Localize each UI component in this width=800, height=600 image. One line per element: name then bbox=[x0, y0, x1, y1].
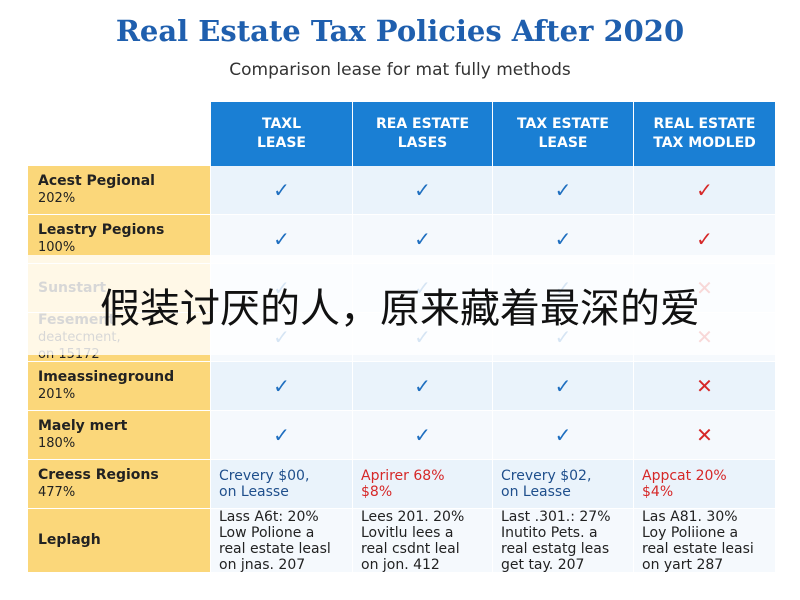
column-header: REA ESTATE LASES bbox=[352, 102, 492, 166]
cell-text: Maely mert bbox=[38, 418, 128, 434]
subtitle: Comparison lease for mat fully methods bbox=[229, 60, 571, 80]
cell-text: 202% bbox=[38, 191, 76, 206]
row-label: Creess Regions 477% bbox=[28, 460, 210, 509]
cell-text: Appcat 20% bbox=[642, 468, 727, 484]
cell: Crevery $02, on Leasse bbox=[492, 460, 633, 509]
cell-text: ✓ bbox=[273, 227, 290, 251]
cell-text: ✓ bbox=[554, 374, 572, 398]
cell-text: on yart 287 bbox=[642, 556, 724, 573]
cell-text: 477% bbox=[38, 485, 76, 500]
cell-text: ✓ bbox=[554, 227, 572, 251]
cell-text: on Leasse bbox=[501, 484, 571, 500]
cell-text: ✓ bbox=[273, 178, 290, 202]
cell-text: LEASE bbox=[257, 135, 306, 151]
cell-text: LASES bbox=[397, 135, 448, 151]
overlay-caption: 假装讨厌的人，原来藏着最深的爱 bbox=[0, 255, 800, 355]
column-header: REAL ESTATE TAX MODLED bbox=[633, 102, 775, 166]
cell-text: ✓ bbox=[696, 178, 713, 202]
cell-text: real csdnt leal bbox=[361, 540, 460, 557]
row-label: Leplagh bbox=[28, 509, 210, 573]
cell-text: real estate leasl bbox=[219, 540, 331, 557]
cell-text: Crevery $00, bbox=[219, 468, 310, 484]
column-header: TAXL LEASE bbox=[210, 102, 352, 166]
cell-text: Acest Pegional bbox=[38, 173, 155, 189]
cell: ✓ bbox=[210, 362, 352, 411]
cell-text: $8% bbox=[361, 484, 393, 500]
cell: ✓ bbox=[352, 411, 492, 460]
cell-text: on jnas. 207 bbox=[219, 556, 306, 573]
cell: Aprirer 68% $8% bbox=[352, 460, 492, 509]
cell-text: on jon. 412 bbox=[361, 556, 440, 573]
cell: Lass A6t: 20% Low Polione a real estate le… bbox=[210, 509, 352, 573]
cell-text: Lovitlu lees a bbox=[361, 524, 454, 541]
corner bbox=[28, 102, 210, 166]
cell-text: ✓ bbox=[554, 178, 572, 202]
row-label: Imeassineground 201% bbox=[28, 362, 210, 411]
cell-text: Las A81. 30% bbox=[642, 508, 738, 525]
cell-text: TAX MODLED bbox=[653, 135, 756, 151]
cell-text: Lass A6t: 20% bbox=[219, 508, 319, 525]
cell: ✓ bbox=[210, 166, 352, 215]
cell-text: Inutito Pets. a bbox=[501, 524, 598, 541]
cell-text: Imeassineground bbox=[38, 369, 175, 385]
cell: ✕ bbox=[633, 362, 775, 411]
cell: Appcat 20% $4% bbox=[633, 460, 775, 509]
cell: ✓ bbox=[352, 166, 492, 215]
cell-text: real estatg leas bbox=[501, 540, 610, 557]
cell-text: Lees 201. 20% bbox=[361, 508, 465, 525]
cell-text: ✓ bbox=[273, 423, 290, 447]
cell: ✓ bbox=[210, 411, 352, 460]
cell-text: ✓ bbox=[414, 227, 431, 251]
title: Real Estate Tax Policies After 2020 bbox=[115, 14, 685, 48]
cell: ✓ bbox=[492, 166, 633, 215]
cell-text: 100% bbox=[38, 240, 76, 255]
row-label: Maely mert 180% bbox=[28, 411, 210, 460]
cell-text: Low Polione a bbox=[219, 524, 315, 541]
cell-text: ✓ bbox=[554, 423, 572, 447]
cell-text: ✕ bbox=[696, 374, 713, 398]
cell-text: LEASE bbox=[538, 135, 588, 151]
cell-text: Creess Regions bbox=[38, 467, 159, 483]
cell: ✓ bbox=[352, 362, 492, 411]
cell-text: Crevery $02, bbox=[501, 468, 592, 484]
cell-text: ✓ bbox=[696, 227, 713, 251]
cell: ✓ bbox=[492, 362, 633, 411]
cell-text: Leplagh bbox=[38, 532, 101, 548]
cell-text: 180% bbox=[38, 436, 76, 451]
cell: ✓ bbox=[492, 411, 633, 460]
cell: Last .301.: 27% Inutito Pets. a real estat… bbox=[492, 509, 633, 573]
cell: ✕ bbox=[633, 411, 775, 460]
cell: ✓ bbox=[633, 166, 775, 215]
cell-text: $4% bbox=[642, 484, 674, 500]
cell-text: ✓ bbox=[414, 423, 431, 447]
cell: Las A81. 30% Loy Poliione a real estate le… bbox=[633, 509, 775, 573]
cell-text: ✕ bbox=[696, 423, 713, 447]
cell-text: TAX ESTATE bbox=[517, 116, 609, 132]
cell-text: TAXL bbox=[261, 116, 301, 132]
cell-text: Last .301.: 27% bbox=[501, 508, 611, 525]
cell-text: REAL ESTATE bbox=[653, 116, 756, 132]
cell-text: Leastry Pegions bbox=[38, 222, 165, 238]
cell-text: real estate leasi bbox=[642, 540, 754, 557]
cell-text: Aprirer 68% bbox=[361, 468, 445, 484]
cell-text: get tay. 207 bbox=[501, 556, 585, 573]
row-label: Acest Pegional 202% bbox=[28, 166, 210, 215]
cell-text: ✓ bbox=[414, 374, 431, 398]
cell-text: Loy Poliione a bbox=[642, 524, 739, 541]
cell: Lees 201. 20% Lovitlu lees a real csdnt le… bbox=[352, 509, 492, 573]
cell-text: on Leasse bbox=[219, 484, 289, 500]
cell-text: ✓ bbox=[273, 374, 290, 398]
cell-text: 201% bbox=[38, 387, 76, 402]
column-header: TAX ESTATE LEASE bbox=[492, 102, 633, 166]
cell: Crevery $00, on Leasse bbox=[210, 460, 352, 509]
cell-text: ✓ bbox=[414, 178, 431, 202]
cell-text: REA ESTATE bbox=[375, 116, 470, 132]
